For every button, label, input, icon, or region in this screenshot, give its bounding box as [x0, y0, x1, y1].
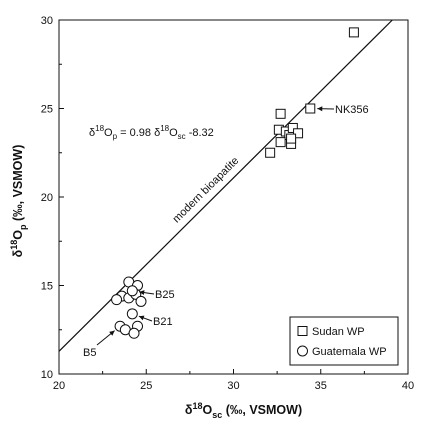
y-tick-label: 15 — [41, 281, 53, 293]
legend-marker-circle — [297, 345, 308, 357]
annotation-label: NK356 — [335, 104, 369, 116]
annotation-arrowhead — [317, 106, 323, 112]
data-point-circle — [126, 308, 138, 320]
data-point-square — [305, 103, 316, 114]
annotation-label: B5 — [83, 347, 96, 359]
y-tick-label: 20 — [41, 192, 53, 204]
legend-label: Sudan WP — [312, 326, 365, 338]
regression-line — [58, 19, 393, 352]
annotation-arrowhead — [109, 330, 115, 336]
y-tick-label: 10 — [41, 369, 53, 381]
legend-box — [289, 316, 399, 366]
y-tick-label: 30 — [41, 15, 53, 27]
data-point-circle — [135, 295, 147, 307]
x-tick-label: 40 — [402, 380, 414, 392]
x-axis-label: δ18Osc (‰, VSMOW) — [185, 401, 302, 420]
data-point-square — [286, 133, 297, 144]
x-tick-label: 25 — [140, 380, 152, 392]
y-axis-label: δ18Op (‰, VSMOW) — [9, 145, 28, 258]
annotation-arrowhead — [138, 315, 145, 321]
regression-line-label: modern bioapatite — [170, 155, 241, 226]
data-point-square — [348, 27, 359, 38]
y-tick-label: 25 — [41, 104, 53, 116]
data-point-circle — [126, 285, 138, 297]
data-point-square — [275, 137, 286, 148]
annotation-label: B25 — [155, 289, 175, 301]
data-point-square — [293, 128, 304, 139]
annotation-arrowhead — [139, 290, 145, 296]
data-point-square — [287, 122, 298, 133]
legend-marker-square — [297, 326, 308, 336]
data-point-circle — [111, 294, 123, 306]
x-tick-label: 35 — [315, 380, 327, 392]
data-point-square — [275, 108, 286, 119]
annotation-label: B21 — [153, 316, 173, 328]
x-tick-label: 20 — [53, 380, 65, 392]
data-point-circle — [128, 327, 140, 339]
x-tick-label: 30 — [227, 380, 239, 392]
legend-label: Guatemala WP — [312, 346, 387, 358]
regression-equation: δ18Op = 0.98 δ18Osc -8.32 — [89, 124, 214, 141]
data-point-square — [265, 147, 276, 158]
